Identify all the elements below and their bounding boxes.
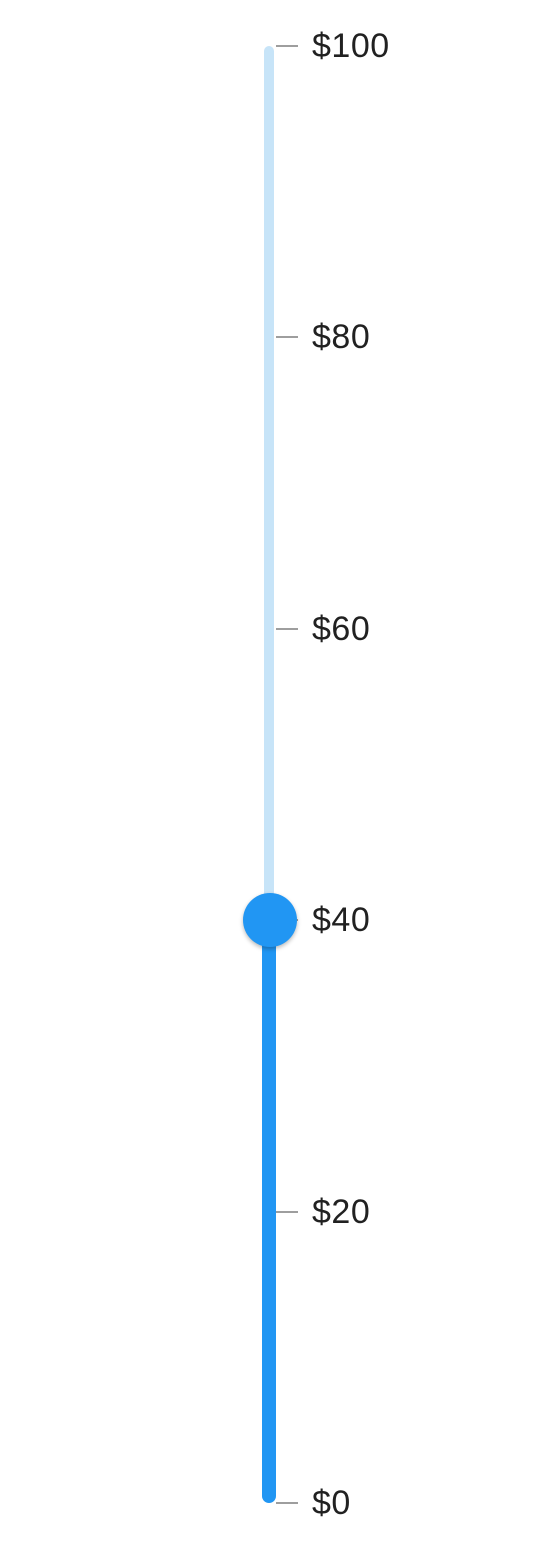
tick-mark-0: [276, 1502, 298, 1504]
tick-mark-80: [276, 336, 298, 339]
tick-label-100: $100: [312, 27, 390, 65]
tick-label-20: $20: [312, 1192, 371, 1231]
tick-mark-60: [276, 627, 298, 630]
tick-label-80: $80: [312, 318, 371, 357]
slider-track-inactive[interactable]: [264, 46, 274, 921]
tick-label-60: $60: [312, 609, 371, 648]
tick-mark-20: [276, 1210, 298, 1213]
slider-track-active[interactable]: [262, 920, 276, 1503]
tick-mark-100: [276, 45, 298, 47]
slider-thumb[interactable]: [243, 893, 297, 948]
tick-label-0: $0: [312, 1484, 351, 1522]
tick-label-40: $40: [312, 901, 371, 940]
